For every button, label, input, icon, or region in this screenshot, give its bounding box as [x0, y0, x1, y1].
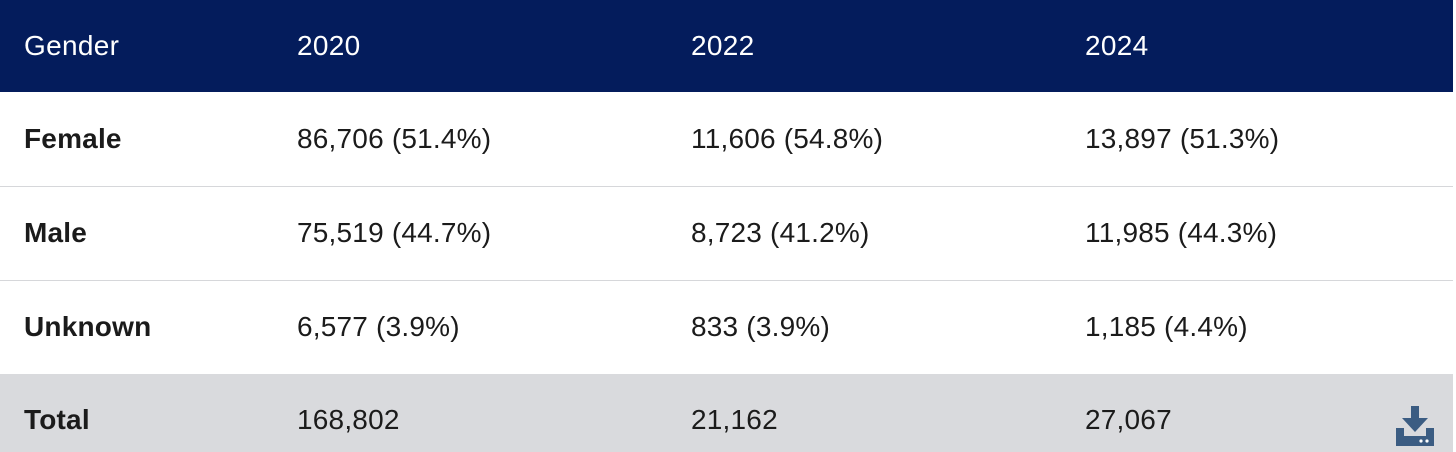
- total-2022: 21,162: [691, 404, 778, 435]
- download-button[interactable]: [1396, 406, 1434, 446]
- total-2020: 168,802: [297, 404, 400, 435]
- cell-2024: 1,185 (4.4%): [1085, 311, 1248, 343]
- row-label: Unknown: [24, 311, 152, 343]
- cell-2022: 833 (3.9%): [691, 311, 830, 343]
- total-2024: 27,067: [1085, 404, 1172, 435]
- cell-2020: 75,519 (44.7%): [297, 217, 492, 248]
- cell-2024: 11,985 (44.3%): [1085, 217, 1278, 248]
- download-icon: [1396, 406, 1434, 446]
- table-row-male: Male 75,519 (44.7%) 8,723 (41.2%) 11,985…: [0, 186, 1453, 280]
- header-2024: 2024: [1085, 30, 1149, 61]
- table-header-row: Gender 2020 2022 2024: [0, 0, 1453, 92]
- total-label: Total: [24, 404, 90, 435]
- cell-2020: 86,706 (51.4%): [297, 122, 492, 154]
- cell-2020: 6,577 (3.9%): [297, 311, 460, 343]
- cell-2022: 11,606 (54.8%): [691, 122, 884, 154]
- cell-2022: 8,723 (41.2%): [691, 217, 870, 248]
- table-row-unknown: Unknown 6,577 (3.9%) 833 (3.9%) 1,185 (4…: [0, 280, 1453, 374]
- table-total-row: Total 168,802 21,162 27,067: [0, 374, 1453, 452]
- cell-2024: 13,897 (51.3%): [1085, 122, 1280, 154]
- row-label: Female: [24, 122, 122, 154]
- header-2020: 2020: [297, 30, 361, 61]
- row-label: Male: [24, 217, 88, 248]
- table-row-female: Female 86,706 (51.4%) 11,606 (54.8%) 13,…: [0, 92, 1453, 186]
- header-2022: 2022: [691, 30, 755, 61]
- header-gender: Gender: [24, 30, 120, 61]
